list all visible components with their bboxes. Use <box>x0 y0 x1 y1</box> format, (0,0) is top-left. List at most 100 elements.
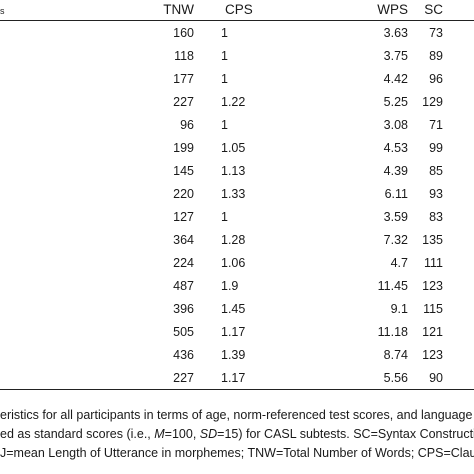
header-cps: CPS <box>225 2 253 17</box>
table-row: 127 1 3.59 83 <box>0 205 474 228</box>
cell-cps: 1 <box>221 25 228 40</box>
cell-tnw: 199 <box>173 140 194 155</box>
header-tnw: TNW <box>163 2 194 17</box>
cell-sc: 123 <box>422 278 443 293</box>
table-row: 227 1.22 5.25 129 <box>0 90 474 113</box>
cell-wps: 3.59 <box>383 209 408 224</box>
cell-sc: 85 <box>429 163 443 178</box>
table-row: 396 1.45 9.1 115 <box>0 297 474 320</box>
table-body: 160 1 3.63 73 118 1 3.75 89 177 1 4.42 96 227 1.22 5.2… <box>0 21 474 390</box>
row-label-cell <box>0 90 20 113</box>
row-label-cell <box>0 136 20 159</box>
row-label-cell <box>0 343 20 366</box>
header-wps: WPS <box>377 2 408 17</box>
cell-wps: 3.63 <box>383 25 408 40</box>
cell-tnw: 118 <box>174 48 194 63</box>
cell-sc: 121 <box>422 324 443 339</box>
cell-wps: 4.53 <box>383 140 408 155</box>
cell-sc: 123 <box>422 347 443 362</box>
cell-cps: 1.22 <box>221 94 246 109</box>
cell-cps: 1 <box>221 71 228 86</box>
cell-wps: 4.7 <box>390 255 408 270</box>
results-table: s TNW CPS WPS SC 160 1 3.63 73 118 1 3.75 89 177… <box>0 0 474 390</box>
cell-sc: 115 <box>423 301 443 316</box>
cell-sc: 90 <box>429 370 443 385</box>
row-label-cell <box>0 274 20 297</box>
table-header-row: s TNW CPS WPS SC <box>0 0 474 21</box>
cell-tnw: 436 <box>173 347 194 362</box>
cell-wps: 6.11 <box>384 186 408 201</box>
row-label-cell <box>0 366 20 390</box>
table-row: 118 1 3.75 89 <box>0 44 474 67</box>
cell-cps: 1.39 <box>221 347 246 362</box>
cell-tnw: 96 <box>180 117 194 132</box>
cell-sc: 111 <box>423 255 443 270</box>
table-row: 364 1.28 7.32 135 <box>0 228 474 251</box>
table-row: 220 1.33 6.11 93 <box>0 182 474 205</box>
table-row: 160 1 3.63 73 <box>0 21 474 45</box>
row-label-cell <box>0 44 20 67</box>
caption-line-1: eristics for all participants in terms o… <box>0 408 474 422</box>
cell-tnw: 227 <box>173 94 194 109</box>
row-label-cell <box>0 113 20 136</box>
cell-wps: 4.39 <box>383 163 408 178</box>
cell-tnw: 505 <box>173 324 194 339</box>
cell-tnw: 145 <box>173 163 194 178</box>
cell-tnw: 487 <box>173 278 194 293</box>
cell-wps: 3.75 <box>383 48 408 63</box>
cell-tnw: 177 <box>173 71 194 86</box>
cell-cps: 1.17 <box>221 370 246 385</box>
table-caption: eristics for all participants in terms o… <box>0 406 474 463</box>
cell-sc: 135 <box>422 232 443 247</box>
row-label-cell <box>0 251 20 274</box>
row-label-cell <box>0 182 20 205</box>
row-label-cell <box>0 297 20 320</box>
cell-tnw: 220 <box>173 186 194 201</box>
cell-wps: 9.1 <box>390 301 408 316</box>
cell-tnw: 127 <box>173 209 194 224</box>
table-row: 199 1.05 4.53 99 <box>0 136 474 159</box>
table-row: 177 1 4.42 96 <box>0 67 474 90</box>
table-row: 436 1.39 8.74 123 <box>0 343 474 366</box>
header-row-label: s <box>0 5 5 16</box>
row-label-cell <box>0 320 20 343</box>
cell-wps: 4.42 <box>383 71 408 86</box>
table-row: 505 1.17 11.18 121 <box>0 320 474 343</box>
cell-sc: 129 <box>422 94 443 109</box>
cell-tnw: 224 <box>173 255 194 270</box>
cell-wps: 5.56 <box>383 370 408 385</box>
cell-wps: 5.25 <box>383 94 408 109</box>
table-row: 224 1.06 4.7 111 <box>0 251 474 274</box>
cell-cps: 1.05 <box>221 140 246 155</box>
cell-cps: 1 <box>221 117 228 132</box>
cell-sc: 89 <box>429 48 443 63</box>
cell-sc: 99 <box>429 140 443 155</box>
cell-sc: 83 <box>429 209 443 224</box>
table-row: 487 1.9 11.45 123 <box>0 274 474 297</box>
cell-sc: 96 <box>429 71 443 86</box>
caption-line-3: J=mean Length of Utterance in morphemes;… <box>0 446 474 460</box>
cell-tnw: 227 <box>173 370 194 385</box>
cell-tnw: 160 <box>173 25 194 40</box>
results-table-container: s TNW CPS WPS SC 160 1 3.63 73 118 1 3.75 89 177… <box>0 0 474 390</box>
row-label-cell <box>0 228 20 251</box>
cell-cps: 1 <box>221 48 228 63</box>
cell-cps: 1.33 <box>221 186 246 201</box>
cell-cps: 1.13 <box>221 163 246 178</box>
caption-line-2: ed as standard scores (i.e., M=100, SD=1… <box>0 427 474 441</box>
cell-cps: 1.17 <box>221 324 246 339</box>
row-label-cell <box>0 159 20 182</box>
table-row: 145 1.13 4.39 85 <box>0 159 474 182</box>
cell-wps: 11.45 <box>377 278 408 293</box>
table-row: 96 1 3.08 71 <box>0 113 474 136</box>
table-row: 227 1.17 5.56 90 <box>0 366 474 390</box>
row-label-cell <box>0 205 20 228</box>
cell-sc: 71 <box>429 117 443 132</box>
cell-cps: 1.9 <box>221 278 239 293</box>
cell-cps: 1.06 <box>221 255 246 270</box>
cell-wps: 8.74 <box>383 347 408 362</box>
cell-cps: 1.45 <box>221 301 246 316</box>
cell-wps: 11.18 <box>377 324 408 339</box>
cell-sc: 73 <box>429 25 443 40</box>
row-label-cell <box>0 67 20 90</box>
